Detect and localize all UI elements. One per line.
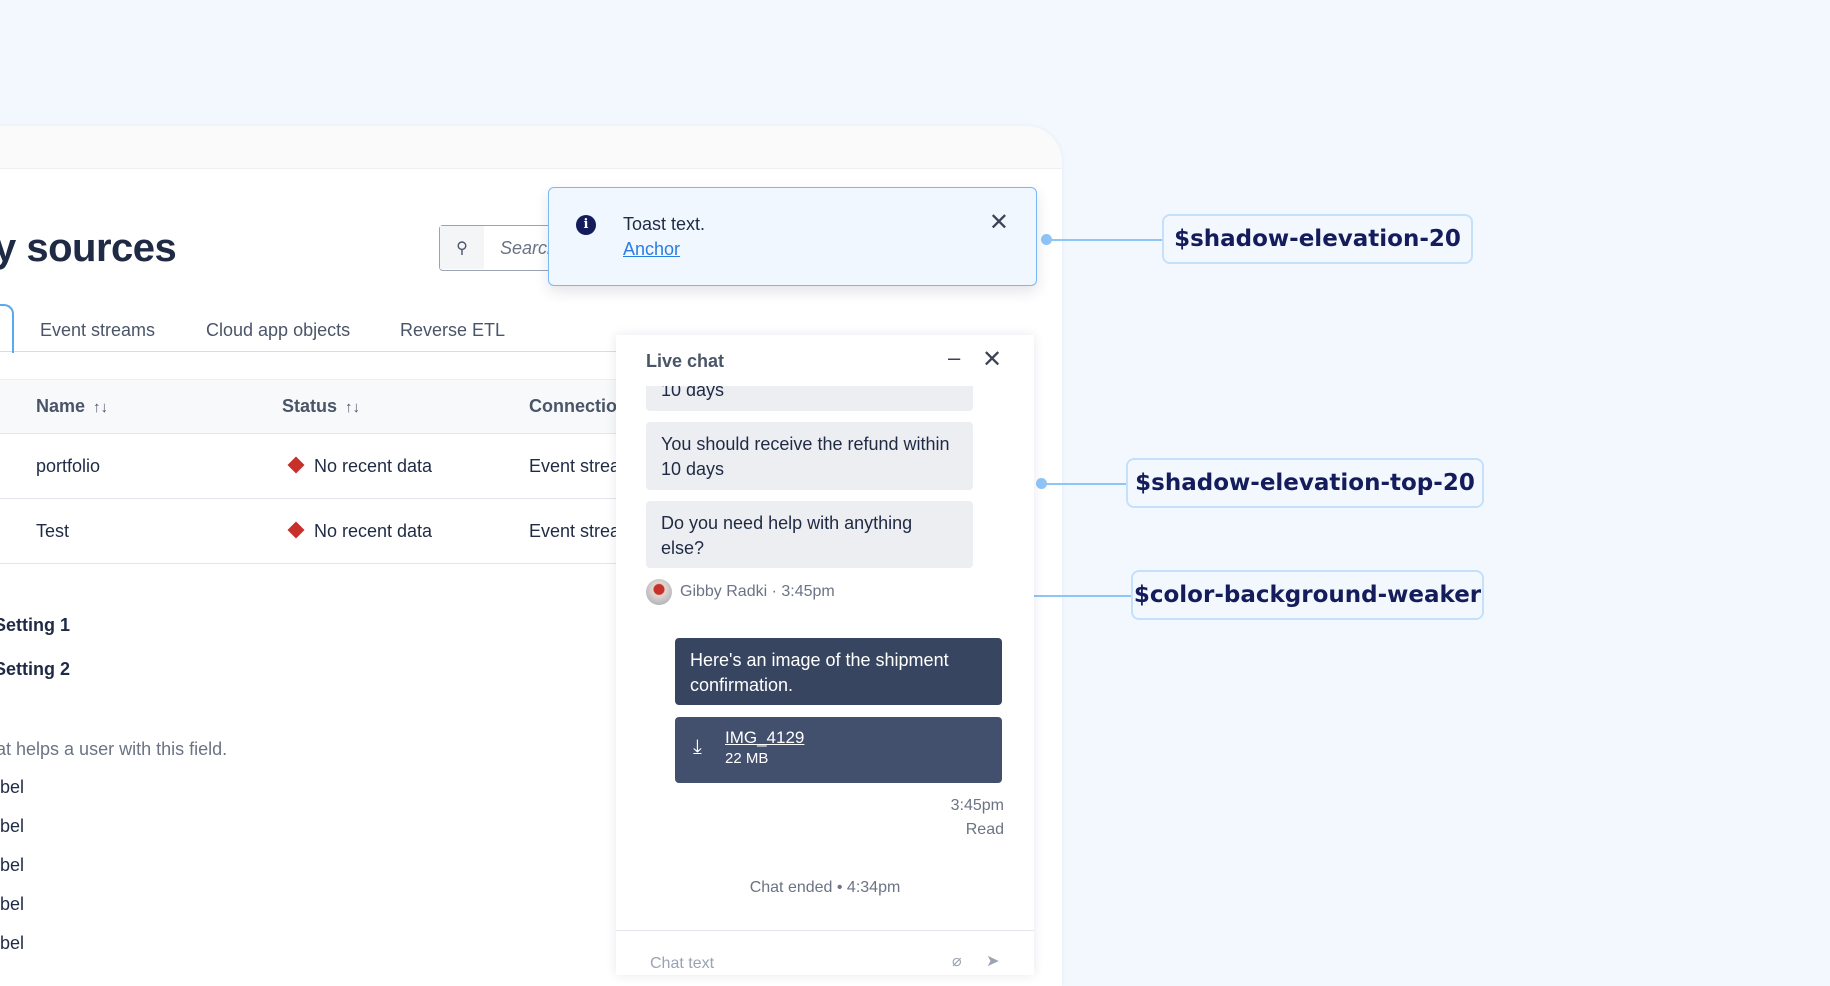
file-name[interactable]: IMG_4129 [725, 728, 805, 747]
field-label[interactable]: bel [0, 894, 25, 914]
chat-bubble-outgoing: Here's an image of the shipment confirma… [675, 638, 1002, 705]
chat-title: Live chat [646, 351, 725, 371]
attach-icon[interactable]: ⌀ [952, 953, 962, 970]
page-title: y sources [0, 226, 177, 270]
card-header [0, 126, 1062, 169]
read-receipt: Read [965, 821, 1004, 838]
error-diamond-icon [287, 521, 305, 539]
table-header [0, 379, 700, 434]
annotation-line [1026, 595, 1132, 597]
column-status-label: Status [282, 396, 338, 416]
minimize-icon[interactable]: – [948, 345, 961, 370]
download-icon[interactable]: ⤓ [693, 736, 702, 758]
chat-bubble-incoming: You should receive the refund within 10 … [646, 422, 973, 490]
row-status: No recent data [287, 521, 433, 542]
toast-anchor-link[interactable]: Anchor [623, 239, 681, 259]
chat-input-area[interactable]: Chat text ⌀ ➤ [616, 930, 1034, 975]
table-row[interactable] [0, 499, 700, 564]
live-chat-panel: Live chat – ✕ 10 days You should receive… [616, 335, 1034, 975]
sort-icon[interactable]: ↑↓ [93, 399, 109, 416]
field-label[interactable]: bel [0, 777, 25, 797]
sort-icon[interactable]: ↑↓ [345, 399, 361, 416]
search-placeholder: Search [500, 238, 558, 258]
annotation-line [1046, 239, 1162, 241]
info-icon: i [576, 215, 596, 235]
row-name[interactable]: portfolio [36, 456, 101, 476]
field-label[interactable]: bel [0, 933, 25, 953]
chat-bubble-incoming: 10 days [646, 386, 973, 411]
row-status: No recent data [287, 456, 433, 477]
tab-selected[interactable] [0, 304, 14, 353]
field-label[interactable]: bel [0, 816, 25, 836]
file-size: 22 MB [725, 750, 769, 767]
chat-ended: Chat ended • 4:34pm [749, 879, 901, 896]
tab-reverse-etl[interactable]: Reverse ETL [400, 320, 506, 340]
file-attachment[interactable]: ⤓ IMG_4129 22 MB [675, 717, 1002, 783]
setting-2[interactable]: Setting 2 [0, 659, 71, 679]
tab-cloud-app-objects[interactable]: Cloud app objects [206, 320, 351, 340]
send-icon[interactable]: ➤ [986, 953, 1000, 970]
row-name[interactable]: Test [36, 521, 70, 541]
avatar [646, 579, 672, 605]
tab-bar [0, 304, 700, 352]
chat-messages[interactable]: 10 days You should receive the refund wi… [616, 386, 1034, 930]
close-icon[interactable]: ✕ [988, 209, 1009, 236]
column-name[interactable]: Name ↑↓ [36, 396, 108, 417]
column-name-label: Name [36, 396, 86, 416]
status-text: No recent data [314, 521, 433, 541]
toast-text: Toast text. [623, 214, 706, 234]
error-diamond-icon [287, 456, 305, 474]
setting-1[interactable]: Setting 1 [0, 615, 71, 635]
message-author: Gibby Radki · 3:45pm [646, 579, 835, 605]
status-text: No recent data [314, 456, 433, 476]
chat-input[interactable]: Chat text [650, 955, 715, 972]
annotation-label: $shadow-elevation-top-20 [1126, 458, 1484, 508]
annotation-line [1041, 483, 1127, 485]
tab-event-streams[interactable]: Event streams [40, 320, 156, 340]
search-icon: ⚲ [440, 226, 484, 269]
row-connection: Event strea [529, 456, 621, 476]
field-label[interactable]: bel [0, 855, 25, 875]
column-status[interactable]: Status ↑↓ [282, 396, 360, 417]
column-connection[interactable]: Connection [529, 396, 628, 416]
annotation-label: $color-background-weaker [1131, 570, 1484, 620]
help-text: at helps a user with this field. [0, 739, 228, 759]
row-connection: Event strea [529, 521, 621, 541]
chat-bubble-incoming: Do you need help with anything else? [646, 501, 973, 568]
toast: i Toast text. Anchor ✕ [548, 187, 1037, 286]
close-icon[interactable]: ✕ [982, 346, 1003, 373]
author-time: Gibby Radki · 3:45pm [680, 583, 835, 600]
message-time: 3:45pm [950, 797, 1004, 814]
annotation-label: $shadow-elevation-20 [1162, 214, 1473, 264]
table-row[interactable] [0, 434, 700, 499]
